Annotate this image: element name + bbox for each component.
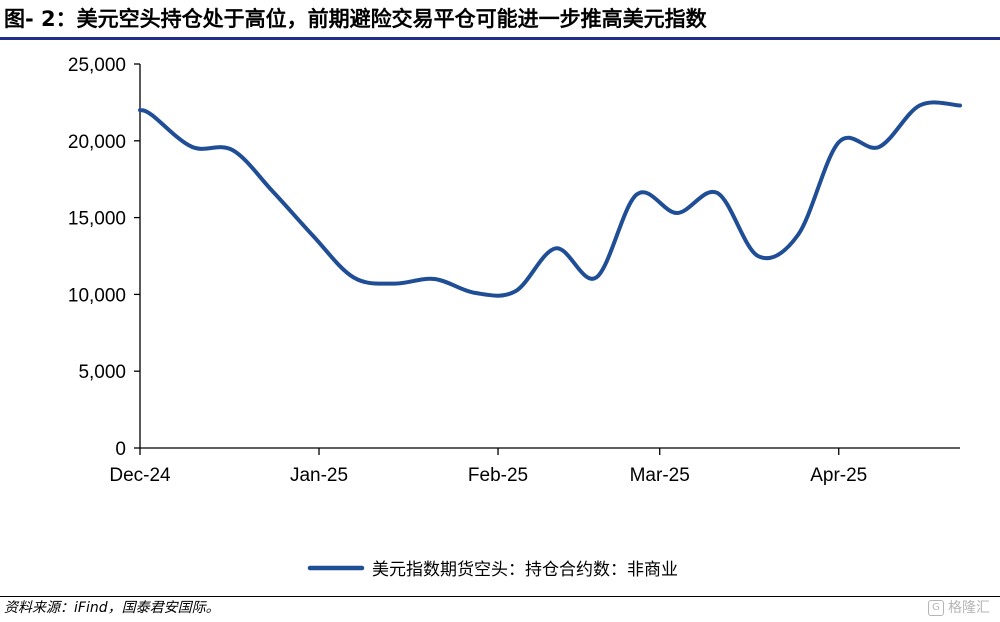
y-tick-label: 0 [115,439,126,460]
series-line [138,100,962,298]
x-tick-label: Mar-25 [630,465,690,486]
x-axis-ticks: Dec-24 Jan-25 Feb-25 Mar-25 Apr-25 [109,448,867,486]
title-divider [0,37,1000,40]
x-tick-label: Apr-25 [810,465,867,486]
y-tick-label: 5,000 [78,362,126,383]
chart-axes [139,64,960,449]
chart-legend: 美元指数期货空头：持仓合约数：非商业 [307,560,678,580]
y-tick-label: 25,000 [68,55,126,76]
x-tick-label: Feb-25 [468,465,528,486]
y-tick-label: 15,000 [68,209,126,230]
series-group [138,100,962,298]
x-tick-label: Jan-25 [290,465,348,486]
footer-divider [0,596,1000,597]
source-note: 资料来源：iFind，国泰君安国际。 [4,600,220,616]
line-chart: 0 5,000 10,000 15,000 20,000 25,000 Dec-24 Jan… [68,55,962,580]
y-tick-label: 10,000 [68,285,126,306]
y-axis-ticks: 0 5,000 10,000 15,000 20,000 25,000 [68,55,140,460]
legend-label: 美元指数期货空头：持仓合约数：非商业 [372,560,678,580]
x-tick-label: Dec-24 [109,465,171,486]
g-logo-icon: G [928,600,944,616]
watermark-text: 格隆汇 [948,600,990,616]
watermark: G 格隆汇 [928,598,990,618]
chart-title: 图- 2：美元空头持仓处于高位，前期避险交易平仓可能进一步推高美元指数 [4,7,707,31]
y-tick-label: 20,000 [68,132,126,153]
